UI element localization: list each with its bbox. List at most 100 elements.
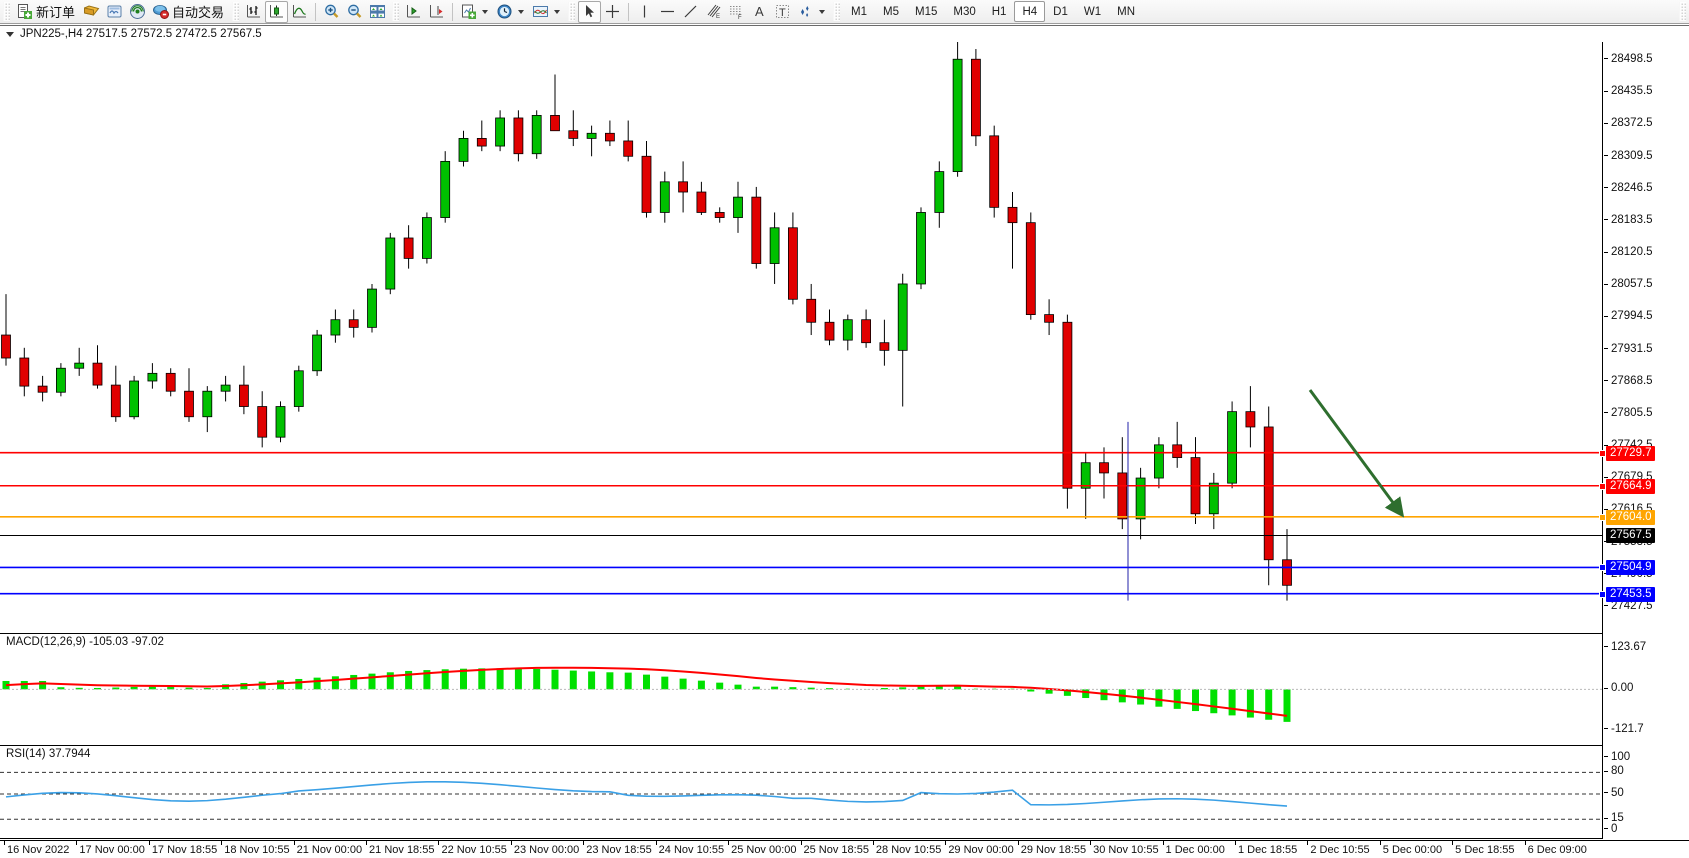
down-arrow-annotation[interactable]: [0, 42, 1603, 631]
chevron-down-icon-2[interactable]: [518, 9, 525, 14]
period-button[interactable]: [493, 1, 529, 23]
candlestick-chart-button[interactable]: [265, 0, 289, 23]
svg-text:A: A: [755, 4, 764, 19]
new-chart-button[interactable]: [457, 1, 493, 23]
chevron-down-icon-symbol[interactable]: [6, 31, 14, 37]
timeframe-button-h1[interactable]: H1: [991, 5, 1007, 18]
text-box-icon: T: [776, 5, 790, 19]
auto-scroll-button[interactable]: [425, 1, 448, 23]
price-tag-value: 27729.7: [1610, 446, 1652, 459]
timeframe-button-m5[interactable]: M5: [883, 5, 899, 18]
price-pane[interactable]: [0, 42, 1603, 631]
vertical-line-icon: [643, 5, 646, 18]
candle-body: [110, 384, 121, 418]
price-line-handle-icon[interactable]: [1599, 482, 1606, 490]
price-tag-support[interactable]: 27504.9: [1599, 560, 1655, 576]
signal-icon: [130, 4, 146, 19]
price-tick: 27868.5: [1604, 375, 1653, 387]
time-scale[interactable]: 16 Nov 2022 17 Nov 00:00 17 Nov 18:55 18 No…: [0, 840, 1689, 858]
timeframe-group: M1 M5 M15 M30 H1 H4 D1 W1 MN: [843, 1, 1143, 22]
timeframe-button-m30[interactable]: M30: [953, 5, 976, 18]
cursor-button[interactable]: [578, 0, 602, 23]
price-tag-resistance[interactable]: 27664.9: [1599, 478, 1655, 494]
candle-body: [971, 58, 981, 137]
price-line-handle-icon[interactable]: [1599, 590, 1606, 598]
autotrading-icon: [153, 5, 170, 19]
price-tag-value: 27567.5: [1610, 529, 1652, 542]
tile-windows-icon: [370, 5, 386, 18]
toolbar-grip[interactable]: [3, 2, 10, 21]
rsi-pane[interactable]: RSI(14) 37.7944: [0, 745, 1602, 838]
chart-shift-button[interactable]: [402, 1, 425, 23]
time-tick-mark: [293, 841, 295, 845]
chevron-down-icon-3[interactable]: [554, 9, 561, 14]
timeframe-button-h4[interactable]: H4: [1014, 1, 1046, 22]
line-chart-button[interactable]: [288, 1, 311, 23]
toolbar-grip-2[interactable]: [232, 2, 240, 21]
price-tag-last-price[interactable]: 27567.5: [1606, 528, 1655, 544]
candle-body: [1025, 222, 1036, 316]
chevron-down-icon-4[interactable]: [819, 9, 826, 14]
candle-body: [367, 288, 377, 328]
candle-body: [769, 227, 780, 264]
zoom-out-button[interactable]: [343, 1, 366, 23]
folder-button[interactable]: [80, 1, 103, 23]
price-tag-support[interactable]: 27453.5: [1599, 586, 1655, 602]
chart-plot-area[interactable]: MACD(12,26,9) -105.03 -97.02 RSI(14) 37.…: [0, 42, 1603, 839]
chevron-down-icon[interactable]: [482, 9, 489, 14]
text-box-button[interactable]: T: [771, 1, 794, 23]
candle-body: [440, 160, 451, 218]
equidistant-channel-button[interactable]: E: [702, 1, 725, 23]
price-line-handle-icon[interactable]: [1599, 449, 1606, 457]
equidistant-channel-icon: E: [707, 4, 721, 20]
time-tick-label: 2 Dec 10:55: [1310, 844, 1370, 856]
symbol-bar[interactable]: JPN225-,H4 27517.5 27572.5 27472.5 27567…: [0, 26, 262, 42]
timeframe-button-m15[interactable]: M15: [915, 5, 938, 18]
candle-body: [1044, 314, 1054, 323]
text-label-button[interactable]: A: [748, 1, 771, 23]
timeframe-button-d1[interactable]: D1: [1053, 5, 1068, 18]
time-tick-label: 30 Nov 10:55: [1093, 844, 1159, 856]
time-tick-mark: [872, 841, 874, 845]
horizontal-line-button[interactable]: [656, 1, 679, 23]
price-tag-resistance[interactable]: 27729.7: [1599, 445, 1655, 461]
zoom-in-button[interactable]: [320, 1, 343, 23]
candle-body: [74, 362, 85, 369]
candle-body: [348, 319, 359, 328]
toolbar-grip-5[interactable]: [833, 2, 841, 21]
price-scale[interactable]: 28498.5 28435.5 28372.5 28309.5 28246.5 28183…: [1599, 42, 1689, 839]
candle-body: [1227, 411, 1237, 484]
signals-button[interactable]: [126, 1, 149, 23]
crosshair-button[interactable]: [601, 1, 624, 23]
tile-windows-button[interactable]: [366, 1, 389, 23]
price-tick: 28309.5: [1604, 150, 1653, 162]
candle-body: [37, 385, 48, 393]
timeframe-button-m1[interactable]: M1: [851, 5, 868, 18]
candle-body: [842, 319, 853, 341]
macd-pane[interactable]: MACD(12,26,9) -105.03 -97.02: [0, 633, 1602, 743]
price-line-handle-icon[interactable]: [1599, 564, 1606, 572]
trendline-button[interactable]: [679, 1, 702, 23]
candle-body: [1007, 206, 1018, 224]
objects-button[interactable]: [794, 1, 830, 23]
toolbar-grip-6[interactable]: [1679, 2, 1686, 21]
timeframe-button-mn[interactable]: MN: [1117, 5, 1135, 18]
price-tick: 27994.5: [1604, 310, 1653, 322]
timeframe-button-w1[interactable]: W1: [1083, 5, 1102, 18]
price-tag-value: 27604.0: [1610, 510, 1652, 523]
vertical-line-button[interactable]: [633, 1, 656, 23]
bar-chart-icon: [247, 5, 261, 18]
indicators-button[interactable]: [529, 1, 565, 23]
market-watch-button[interactable]: [103, 1, 126, 23]
price-tag-pivot[interactable]: 27604.0: [1599, 509, 1655, 525]
trendline-icon: [684, 5, 697, 18]
toolbar-grip-4[interactable]: [568, 2, 576, 21]
fibonacci-button[interactable]: F: [725, 1, 748, 23]
rsi-series: [0, 771, 1602, 820]
autotrading-button[interactable]: 自动交易: [149, 1, 229, 23]
price-line-handle-icon[interactable]: [1599, 513, 1606, 521]
autotrading-label: 自动交易: [172, 5, 225, 20]
new-order-button[interactable]: 新订单: [13, 1, 80, 23]
bar-chart-button[interactable]: [242, 1, 265, 23]
toolbar-grip-3[interactable]: [392, 2, 400, 21]
